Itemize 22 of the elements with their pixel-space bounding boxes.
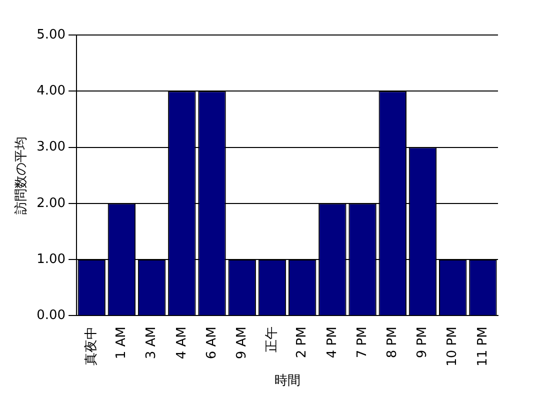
x-axis-title: 時間 [274,374,300,389]
x-tick-label: 4 AM [174,326,190,360]
x-tick-label: 8 PM [385,326,400,358]
y-tick-label: 5.00 [36,27,66,42]
x-tick-label: 真夜中 [82,326,99,366]
x-tick-label: 9 AM [234,326,250,360]
x-tick-label: 2 PM [294,326,310,358]
x-tick-label: 正午 [264,326,280,353]
x-tick-label: 6 AM [204,326,220,360]
x-tick-label: 3 AM [144,326,160,360]
x-tick-label: 11 PM [475,326,490,366]
y-tick-label: 0.00 [36,308,66,324]
x-tick-label: 9 PM [415,326,430,358]
y-tick-label: 3.00 [36,140,66,155]
y-axis-title: 訪問数の平均 [14,136,30,214]
y-tick-label: 2.00 [36,196,66,211]
x-tick-label: 10 PM [445,326,460,366]
x-tick-label: 1 AM [114,326,130,360]
y-tick-label: 4.00 [36,84,66,99]
x-tick-label: 4 PM [324,326,340,358]
x-tick-label: 7 PM [354,326,370,358]
y-tick-label: 1.00 [36,252,66,267]
